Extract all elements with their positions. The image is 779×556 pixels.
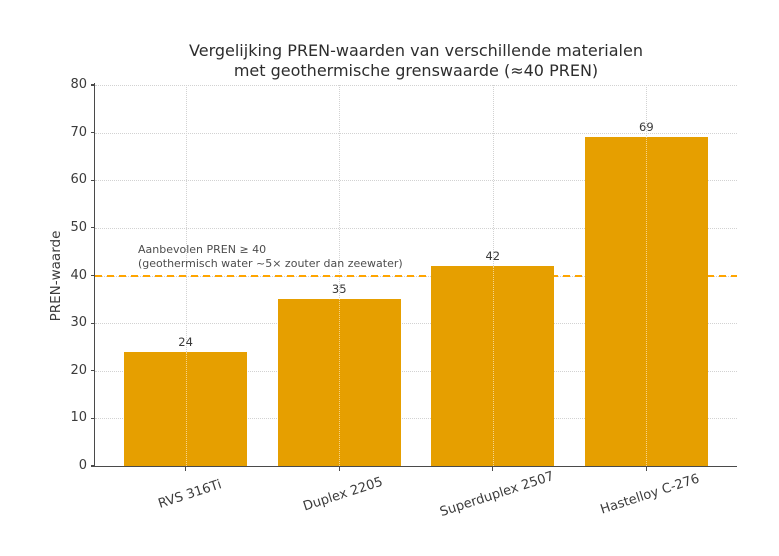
y-gridline xyxy=(95,323,737,325)
x-tick-label: Duplex 2205 xyxy=(301,474,385,515)
y-tick-label: 60 xyxy=(70,172,87,188)
y-axis-label: PREN-waarde xyxy=(48,230,64,322)
y-tick-label: 50 xyxy=(70,219,87,235)
y-gridline xyxy=(95,180,737,182)
y-tick-label: 70 xyxy=(70,124,87,140)
y-tick-mark xyxy=(90,84,95,86)
chart-title-line-2: met geothermische grenswaarde (≈40 PREN) xyxy=(233,61,599,80)
y-tick-mark xyxy=(90,465,95,467)
y-tick-mark xyxy=(90,227,95,229)
y-tick-label: 10 xyxy=(70,410,87,426)
x-tick-mark xyxy=(645,466,647,471)
y-tick-mark xyxy=(90,417,95,419)
bottom-spine xyxy=(94,466,737,468)
y-tick-mark xyxy=(90,322,95,324)
bar-value-label: 35 xyxy=(331,282,347,297)
y-gridline xyxy=(95,418,737,420)
bar-inner-gridline xyxy=(185,351,187,466)
y-gridline xyxy=(95,85,737,86)
bar-inner-gridline xyxy=(492,265,494,466)
x-tick-mark xyxy=(492,466,494,471)
y-tick-label: 80 xyxy=(70,77,87,92)
x-tick-mark xyxy=(185,466,187,471)
y-tick-label: 40 xyxy=(70,267,87,283)
x-tick-label: Hastelloy C-276 xyxy=(598,471,702,518)
y-tick-label: 20 xyxy=(70,362,87,378)
y-tick-label: 30 xyxy=(70,315,87,331)
bar-inner-gridline xyxy=(339,299,341,466)
bar xyxy=(584,137,708,466)
chart-title-line-1: Vergelijking PREN-waarden van verschille… xyxy=(189,41,643,60)
y-gridline xyxy=(95,132,737,134)
bar-value-label: 24 xyxy=(178,334,193,349)
threshold-annotation-line-1: Aanbevolen PREN ≥ 40 xyxy=(138,243,267,256)
x-tick-mark xyxy=(338,466,340,471)
bar-value-label: 42 xyxy=(485,248,501,263)
y-tick-mark xyxy=(90,132,95,134)
y-tick-mark xyxy=(90,274,95,277)
bar-value-label: 69 xyxy=(639,120,654,135)
left-spine xyxy=(94,83,96,467)
chart-title: Vergelijking PREN-waarden van verschille… xyxy=(95,41,737,81)
y-gridline xyxy=(95,370,737,372)
bar-inner-gridline xyxy=(646,137,648,466)
threshold-annotation: Aanbevolen PREN ≥ 40 (geothermisch water… xyxy=(138,243,403,270)
y-tick-mark xyxy=(90,370,95,372)
y-tick-mark xyxy=(90,179,95,181)
x-tick-label: Superduplex 2507 xyxy=(437,468,556,521)
y-gridline xyxy=(95,227,737,229)
threshold-line xyxy=(95,274,737,277)
x-tick-label: RVS 316Ti xyxy=(156,477,224,512)
bar xyxy=(277,299,401,466)
threshold-annotation-line-2: (geothermisch water ~5× zouter dan zeewa… xyxy=(138,256,403,270)
bar xyxy=(124,351,248,466)
y-tick-label: 0 xyxy=(78,458,87,473)
bar xyxy=(431,265,555,466)
